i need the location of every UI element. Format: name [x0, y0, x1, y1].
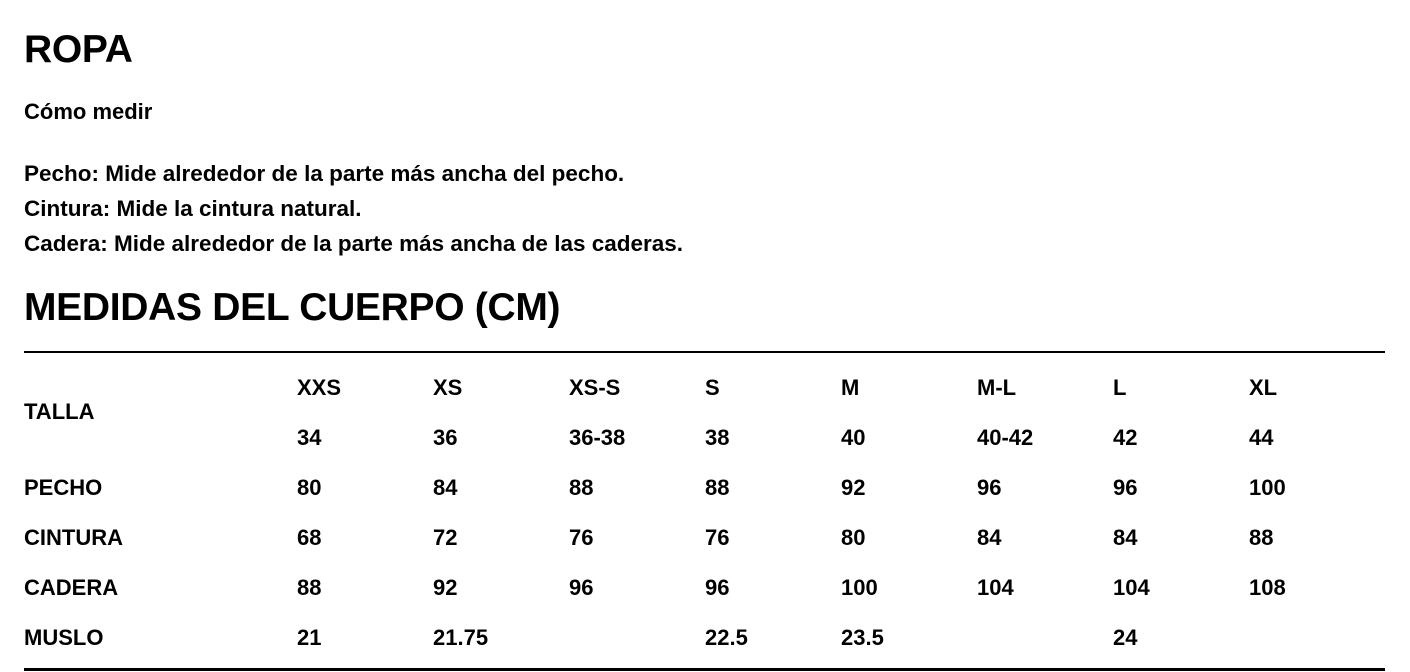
table-cell: 100 [841, 575, 878, 600]
table-cell: 96 [705, 575, 730, 600]
table-cell: XS-S [569, 375, 621, 400]
table-cell: 21.75 [433, 625, 489, 650]
table-cell: 44 [1249, 425, 1274, 450]
instruction-waist: Cintura: Mide la cintura natural. [24, 196, 362, 221]
page-title: ROPA [24, 28, 133, 71]
table-cell: 22.5 [705, 625, 748, 650]
table-cell: L [1113, 375, 1127, 400]
row-label: PECHO [24, 475, 103, 500]
table-row-cadera: CADERA 88 92 96 96 100 104 104 108 [24, 563, 1385, 613]
table-cell: 96 [569, 575, 594, 600]
size-number-row: 34 36 36-38 38 40 40-42 42 44 [24, 413, 1385, 463]
table-cell: 80 [841, 525, 866, 550]
table-cell: 72 [433, 525, 458, 550]
table-cell: 88 [569, 475, 594, 500]
instruction-hip: Cadera: Mide alrededor de la parte más a… [24, 231, 684, 256]
table-cell: XS [433, 375, 463, 400]
instruction-chest: Pecho: Mide alrededor de la parte más an… [24, 161, 625, 186]
table-cell: 88 [705, 475, 730, 500]
table-cell: 38 [705, 425, 730, 450]
table-cell: 84 [1113, 525, 1138, 550]
table-cell: M [841, 375, 860, 400]
how-to-measure-instructions: Pecho: Mide alrededor de la parte más an… [24, 156, 683, 261]
table-cell: 34 [297, 425, 322, 450]
row-label: CINTURA [24, 525, 123, 550]
row-label: MUSLO [24, 625, 104, 650]
table-cell: 84 [433, 475, 458, 500]
table-cell: 92 [433, 575, 458, 600]
table-cell: XL [1249, 375, 1278, 400]
table-cell: XXS [297, 375, 342, 400]
table-cell: 104 [977, 575, 1014, 600]
table-cell: 96 [977, 475, 1002, 500]
table-cell: 40 [841, 425, 866, 450]
table-cell: 96 [1113, 475, 1138, 500]
table-cell: 24 [1113, 625, 1138, 650]
table-cell: 42 [1113, 425, 1138, 450]
table-cell: 104 [1113, 575, 1150, 600]
table-cell: 23.5 [841, 625, 884, 650]
size-label: TALLA [24, 399, 95, 424]
table-cell: 88 [297, 575, 322, 600]
how-to-measure-heading: Cómo medir [24, 99, 153, 124]
table-cell: 80 [297, 475, 322, 500]
table-row-cintura: CINTURA 68 72 76 76 80 84 84 88 [24, 513, 1385, 563]
table-top-divider [24, 351, 1385, 353]
table-cell: 76 [705, 525, 730, 550]
table-title: MEDIDAS DEL CUERPO (CM) [24, 286, 561, 329]
table-row-pecho: PECHO 80 84 88 88 92 96 96 100 [24, 463, 1385, 513]
size-table: TALLA XXS XS XS-S S M M-L L XL 34 36 36-38 38 40 40-4… [24, 363, 1385, 663]
table-cell: 84 [977, 525, 1002, 550]
table-cell: S [705, 375, 720, 400]
row-label: CADERA [24, 575, 119, 600]
table-cell: 68 [297, 525, 322, 550]
table-cell: 21 [297, 625, 322, 650]
table-cell: 40-42 [977, 425, 1034, 450]
table-cell: 36-38 [569, 425, 626, 450]
table-row-muslo: MUSLO 21 21.75 22.5 23.5 24 [24, 613, 1385, 663]
table-cell: 88 [1249, 525, 1274, 550]
table-cell: 76 [569, 525, 594, 550]
table-cell: 108 [1249, 575, 1286, 600]
size-header-row: XXS XS XS-S S M M-L L XL [24, 363, 1385, 413]
table-cell: M-L [977, 375, 1017, 400]
table-cell: 36 [433, 425, 458, 450]
table-cell: 100 [1249, 475, 1286, 500]
table-cell: 92 [841, 475, 866, 500]
table-bottom-divider [24, 668, 1385, 671]
